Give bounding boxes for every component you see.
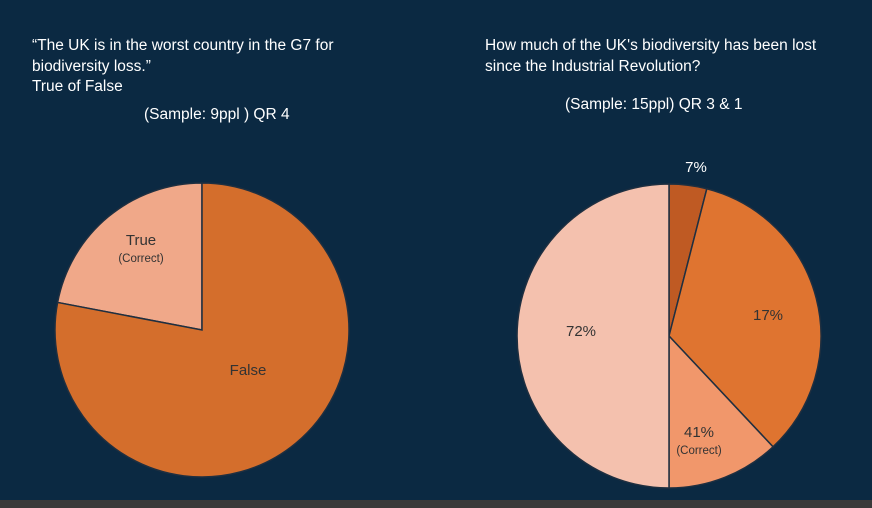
right-chart-panel: How much of the UK's biodiversity has be… [436, 0, 872, 500]
pie-slice [56, 182, 203, 331]
slice-sublabel: (Correct) [676, 445, 722, 457]
pie-slice [516, 183, 670, 489]
slice-label: False [230, 362, 267, 379]
slice-label: 72% [566, 323, 596, 340]
slice-sublabel: (Correct) [118, 253, 164, 265]
left-chart-title: “The UK is in the worst country in the G… [32, 37, 334, 95]
right-chart-subtitle: (Sample: 15ppl) QR 3 & 1 [565, 96, 743, 113]
left-chart-panel: “The UK is in the worst country in the G… [0, 0, 436, 500]
pie-slice [668, 187, 822, 448]
left-pie-chart: True (Correct) False [54, 182, 350, 478]
slice-label: True [126, 232, 156, 249]
slice-label: 41% [684, 424, 714, 441]
left-chart-subtitle: (Sample: 9ppl ) QR 4 [144, 106, 290, 123]
right-pie-chart: 7% 17% 41% (Correct) 72% [516, 159, 822, 489]
slice-label: 17% [753, 307, 783, 324]
right-chart-title: How much of the UK's biodiversity has be… [485, 37, 817, 75]
slice-label: 7% [685, 159, 707, 176]
bottom-bar [0, 500, 872, 508]
pie-slice [54, 182, 350, 478]
pie-slice [668, 334, 775, 489]
